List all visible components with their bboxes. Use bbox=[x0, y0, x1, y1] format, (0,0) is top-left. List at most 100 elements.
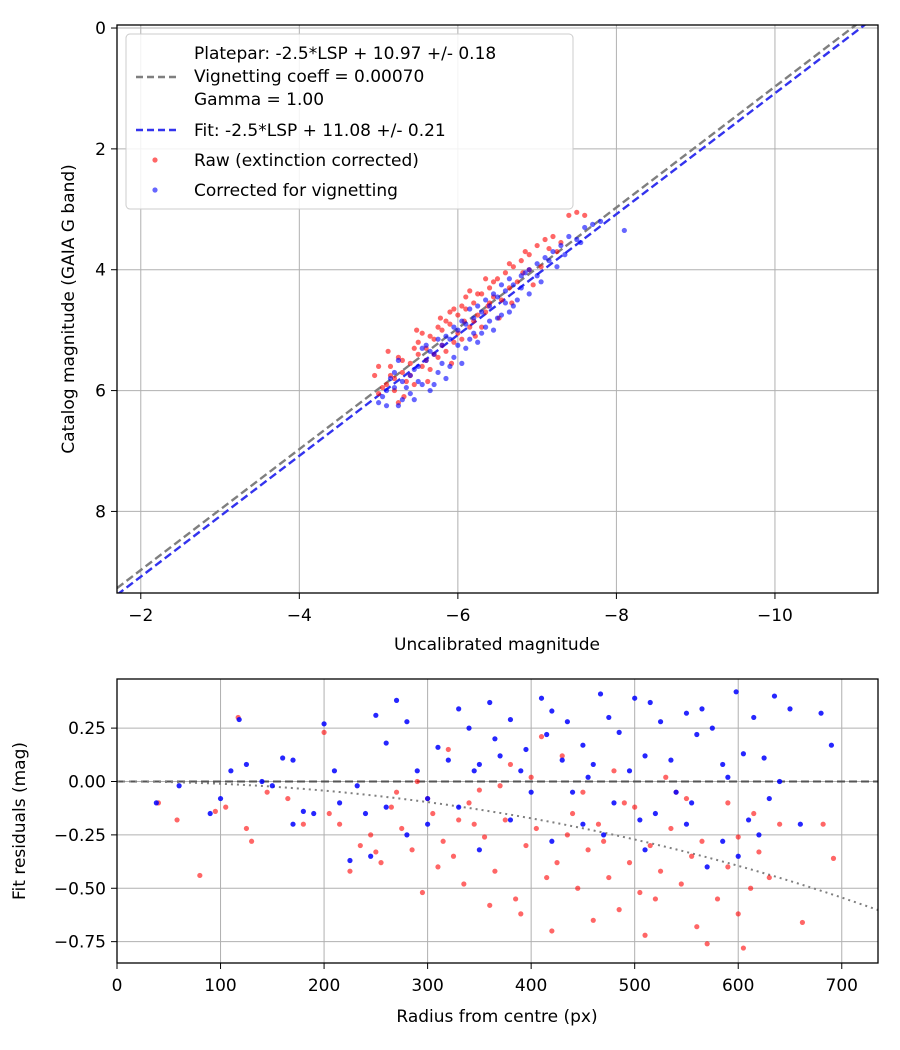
bottom-ytick-label: −0.25 bbox=[54, 826, 106, 846]
corrected-point bbox=[526, 267, 532, 273]
corrected-point bbox=[475, 303, 481, 309]
corrected-point bbox=[383, 403, 390, 409]
vignetting-curve bbox=[117, 780, 878, 912]
raw-point bbox=[399, 357, 405, 363]
corrected-residual-point bbox=[657, 719, 664, 725]
raw-point bbox=[425, 378, 431, 385]
bottom-xtick-label: 0 bbox=[112, 976, 123, 996]
raw-residual-point bbox=[456, 817, 462, 823]
raw-residual-point bbox=[704, 941, 710, 947]
corrected-residual-point bbox=[507, 716, 514, 723]
top-chart-ticks: −2 −4 −6 −8 −10 0 2 4 6 8 bbox=[95, 19, 793, 626]
corrected-point bbox=[554, 264, 560, 270]
corrected-point bbox=[514, 297, 520, 303]
raw-point bbox=[385, 348, 391, 354]
corrected-residual-point bbox=[466, 725, 472, 731]
corrected-residual-point bbox=[647, 699, 653, 706]
corrected-residual-point bbox=[569, 789, 576, 795]
bottom-ytick-label: 0.25 bbox=[68, 719, 106, 739]
corrected-point bbox=[518, 285, 524, 291]
raw-point bbox=[534, 242, 540, 249]
corrected-point bbox=[391, 369, 398, 376]
corrected-residual-point bbox=[597, 691, 604, 697]
corrected-residual-point bbox=[637, 817, 643, 823]
corrected-point bbox=[447, 336, 453, 342]
raw-residual-point bbox=[212, 808, 218, 814]
raw-residual-point bbox=[668, 825, 674, 832]
raw-residual-point bbox=[830, 855, 837, 861]
corrected-residual-point bbox=[259, 778, 265, 785]
raw-residual-point bbox=[632, 804, 638, 810]
raw-point bbox=[506, 285, 512, 291]
raw-residual-point bbox=[621, 800, 627, 806]
corrected-point bbox=[383, 387, 390, 394]
corrected-point bbox=[566, 233, 572, 240]
bottom-xtick-label: 300 bbox=[411, 976, 443, 996]
corrected-point bbox=[506, 309, 512, 315]
corrected-point bbox=[483, 297, 489, 303]
raw-point bbox=[372, 372, 378, 379]
raw-residual-point bbox=[735, 911, 741, 917]
raw-point bbox=[403, 378, 409, 385]
top-fit-line bbox=[117, 25, 867, 593]
corrected-point bbox=[455, 342, 461, 348]
corrected-residual-point bbox=[751, 714, 757, 721]
raw-point bbox=[479, 291, 485, 297]
corrected-residual-point bbox=[720, 838, 726, 844]
corrected-residual-point bbox=[217, 795, 224, 802]
corrected-residual-point bbox=[228, 768, 234, 774]
corrected-residual-point bbox=[337, 800, 343, 806]
corrected-residual-point bbox=[425, 821, 431, 827]
raw-residual-point bbox=[450, 853, 457, 859]
raw-point bbox=[498, 297, 505, 303]
raw-residual-point bbox=[435, 864, 441, 870]
raw-point bbox=[447, 309, 453, 315]
raw-residual-point bbox=[513, 896, 519, 902]
raw-residual-point bbox=[766, 874, 772, 881]
raw-point bbox=[530, 282, 536, 288]
raw-residual-point bbox=[248, 838, 255, 844]
corrected-point bbox=[387, 375, 394, 382]
corrected-residual-point bbox=[435, 744, 441, 750]
corrected-residual-point bbox=[445, 757, 451, 763]
raw-point bbox=[510, 264, 516, 270]
raw-point bbox=[574, 209, 580, 215]
corrected-point bbox=[423, 342, 429, 348]
corrected-point bbox=[435, 369, 441, 376]
corrected-residual-point bbox=[176, 783, 182, 789]
legend-raw-label: Raw (extinction corrected) bbox=[194, 151, 419, 171]
corrected-point bbox=[459, 360, 465, 366]
raw-residual-point bbox=[564, 832, 570, 838]
raw-point bbox=[455, 312, 461, 318]
corrected-point bbox=[479, 309, 485, 315]
corrected-point bbox=[403, 384, 409, 391]
corrected-residual-point bbox=[585, 774, 591, 780]
raw-residual-point bbox=[777, 821, 783, 827]
raw-residual-point bbox=[699, 838, 705, 844]
corrected-point bbox=[522, 270, 528, 276]
corrected-residual-point bbox=[797, 821, 803, 827]
raw-residual-point bbox=[243, 825, 250, 832]
raw-point bbox=[502, 270, 509, 276]
corrected-point bbox=[538, 279, 544, 285]
raw-residual-point bbox=[430, 810, 436, 817]
raw-point bbox=[427, 333, 433, 339]
corrected-residual-point bbox=[632, 695, 638, 701]
raw-residual-point bbox=[414, 778, 420, 785]
raw-residual-point bbox=[409, 847, 415, 853]
raw-residual-point bbox=[471, 821, 477, 827]
corrected-point bbox=[439, 342, 445, 348]
corrected-residual-point bbox=[207, 810, 213, 817]
raw-residual-point bbox=[756, 849, 762, 855]
corrected-point bbox=[415, 378, 421, 385]
corrected-residual-point bbox=[642, 847, 648, 853]
corrected-residual-point bbox=[523, 746, 529, 753]
raw-residual-point bbox=[799, 919, 806, 926]
raw-residual-point bbox=[626, 860, 633, 866]
raw-point bbox=[546, 245, 552, 252]
corrected-residual-point bbox=[347, 857, 353, 864]
raw-residual-point bbox=[694, 924, 700, 930]
raw-residual-point bbox=[544, 874, 550, 881]
raw-residual-point bbox=[492, 868, 498, 874]
